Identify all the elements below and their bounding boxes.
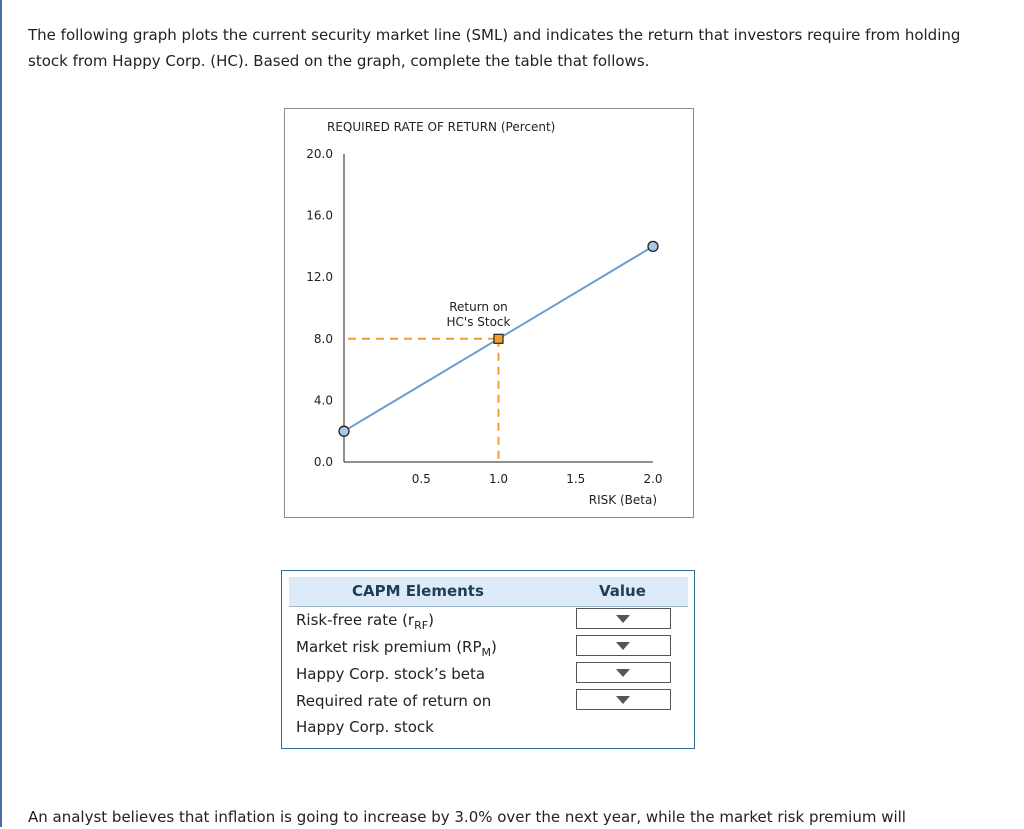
sml-chart-svg: REQUIRED RATE OF RETURN (Percent) RISK (… bbox=[306, 120, 662, 507]
y-tick-label: 16.0 bbox=[306, 209, 333, 223]
row-label-text: Risk-free rate (r bbox=[296, 611, 415, 629]
x-tick-label: 0.5 bbox=[412, 472, 431, 486]
market-risk-premium-dropdown[interactable] bbox=[576, 635, 671, 656]
sml-chart: REQUIRED RATE OF RETURN (Percent) RISK (… bbox=[284, 108, 694, 518]
chevron-down-icon bbox=[616, 615, 630, 623]
hc-marker-label: Return on bbox=[449, 300, 508, 314]
sml-start-point bbox=[338, 425, 350, 437]
header-value: Value bbox=[599, 582, 646, 600]
row-label-suffix: ) bbox=[491, 638, 497, 656]
y-tick-label: 0.0 bbox=[314, 455, 333, 469]
row-label-text: Required rate of return on bbox=[296, 692, 492, 710]
chevron-down-icon bbox=[616, 696, 630, 704]
capm-table-header: CAPM Elements Value bbox=[289, 577, 688, 607]
chevron-down-icon bbox=[616, 642, 630, 650]
row-label-text: Market risk premium (RP bbox=[296, 638, 482, 656]
row-stock-beta: Happy Corp. stock’s beta bbox=[296, 665, 485, 683]
risk-free-rate-dropdown[interactable] bbox=[576, 608, 671, 629]
row-risk-free-rate: Risk-free rate (rRF) bbox=[296, 611, 434, 632]
row-label-text: Happy Corp. stock’s beta bbox=[296, 665, 486, 683]
header-capm-elements: CAPM Elements bbox=[352, 582, 484, 600]
hc-stock-marker bbox=[493, 333, 504, 344]
row-market-risk-premium: Market risk premium (RPM) bbox=[296, 638, 497, 659]
x-tick-label: 1.0 bbox=[489, 472, 508, 486]
hc-marker-label: HC's Stock bbox=[447, 315, 511, 329]
outro-paragraph: An analyst believes that inflation is go… bbox=[28, 808, 906, 826]
y-axis-title: REQUIRED RATE OF RETURN (Percent) bbox=[327, 120, 555, 134]
x-tick-label: 1.5 bbox=[566, 472, 585, 486]
stock-beta-dropdown[interactable] bbox=[576, 662, 671, 683]
y-tick-label: 8.0 bbox=[314, 332, 333, 346]
sml-end-point bbox=[647, 240, 659, 253]
capm-table: CAPM Elements Value Risk-free rate (rRF)… bbox=[281, 570, 695, 749]
row-label-sub: RF bbox=[414, 619, 429, 632]
y-tick-label: 20.0 bbox=[306, 147, 333, 161]
row-required-return-continuation: Happy Corp. stock bbox=[296, 718, 434, 736]
row-label-suffix: ) bbox=[428, 611, 434, 629]
intro-paragraph: The following graph plots the current se… bbox=[28, 26, 961, 70]
left-border bbox=[0, 0, 2, 827]
row-required-return: Required rate of return on bbox=[296, 692, 491, 710]
y-tick-label: 12.0 bbox=[306, 270, 333, 284]
x-axis-title: RISK (Beta) bbox=[589, 493, 657, 507]
row-label-sub: M bbox=[481, 646, 492, 659]
required-return-dropdown[interactable] bbox=[576, 689, 671, 710]
x-tick-label: 2.0 bbox=[643, 472, 662, 486]
chevron-down-icon bbox=[616, 669, 630, 677]
y-tick-label: 4.0 bbox=[314, 393, 333, 407]
